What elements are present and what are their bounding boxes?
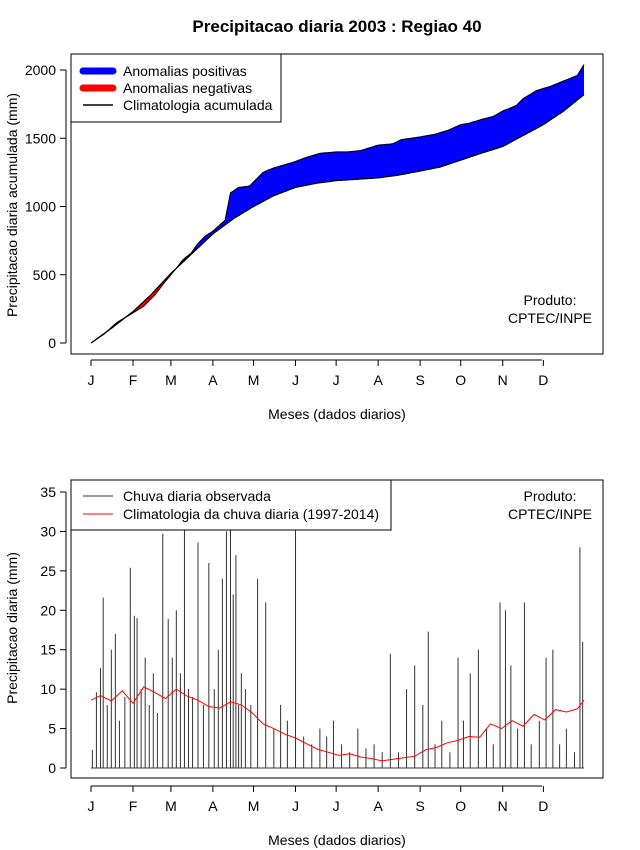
annotation-produto-top: Produto: bbox=[524, 292, 577, 308]
x-tick-label-top: J bbox=[333, 372, 340, 388]
x-tick-label-bottom: J bbox=[88, 798, 95, 814]
x-tick-label-top: S bbox=[415, 372, 424, 388]
x-tick-label-bottom: A bbox=[208, 798, 218, 814]
y-axis-top: 0 500 1000 1500 2000 bbox=[25, 62, 67, 351]
legend-box-bottom bbox=[70, 479, 392, 531]
x-tick-label-bottom: D bbox=[538, 798, 548, 814]
legend-label-positive: Anomalias positivas bbox=[123, 63, 247, 79]
y-tick-label-bottom: 20 bbox=[40, 602, 56, 618]
x-axis-label-bottom: Meses (dados diarios) bbox=[268, 832, 406, 848]
y-axis-label-top: Precipitacao diaria acumulada (mm) bbox=[4, 93, 20, 317]
x-axis-label-top: Meses (dados diarios) bbox=[268, 406, 406, 422]
y-tick-label-top: 1500 bbox=[25, 130, 56, 146]
x-tick-label-top: A bbox=[208, 372, 218, 388]
legend-label-negative: Anomalias negativas bbox=[123, 80, 252, 96]
x-tick-label-bottom: J bbox=[333, 798, 340, 814]
daily-bars bbox=[91, 527, 584, 769]
x-tick-label-top: N bbox=[498, 372, 508, 388]
plot-frame-top bbox=[70, 53, 604, 355]
y-tick-label-bottom: 35 bbox=[40, 484, 56, 500]
legend-label-daily-climatology: Climatologia da chuva diaria (1997-2014) bbox=[123, 506, 379, 522]
panel-accumulated: Precipitacao diaria 2003 : Regiao 40 0 50… bbox=[4, 17, 604, 422]
chart-title: Precipitacao diaria 2003 : Regiao 40 bbox=[192, 17, 481, 36]
climatology-accumulated-line bbox=[90, 94, 585, 344]
panel-daily: 0 5 10 15 20 25 30 35 J F M A M J J A S O N D Meses (dados… bbox=[4, 479, 604, 848]
y-axis-bottom: 0 5 10 15 20 25 30 35 bbox=[40, 484, 67, 776]
annotation-produto-bottom: Produto: bbox=[524, 488, 577, 504]
anomaly-areas bbox=[90, 64, 585, 344]
x-tick-label-top: F bbox=[129, 372, 138, 388]
annotation-cptec-bottom: CPTEC/INPE bbox=[508, 506, 592, 522]
x-tick-label-bottom: M bbox=[165, 798, 177, 814]
y-tick-label-top: 2000 bbox=[25, 62, 56, 78]
x-tick-label-bottom: A bbox=[373, 798, 383, 814]
annotation-cptec-top: CPTEC/INPE bbox=[508, 310, 592, 326]
y-tick-label-bottom: 5 bbox=[48, 721, 56, 737]
daily-climatology-line bbox=[90, 686, 585, 762]
x-tick-label-top: J bbox=[292, 372, 299, 388]
legend-label-observed: Chuva diaria observada bbox=[123, 488, 271, 504]
x-tick-label-top: M bbox=[248, 372, 260, 388]
y-axis-label-bottom: Precipitacao diaria (mm) bbox=[4, 552, 20, 704]
legend-top: Anomalias positivas Anomalias negativas … bbox=[70, 53, 282, 123]
y-tick-label-bottom: 15 bbox=[40, 642, 56, 658]
y-tick-label-bottom: 25 bbox=[40, 563, 56, 579]
x-tick-label-bottom: F bbox=[129, 798, 138, 814]
x-tick-label-bottom: O bbox=[455, 798, 466, 814]
x-tick-label-top: D bbox=[538, 372, 548, 388]
y-tick-label-top: 1000 bbox=[25, 199, 56, 215]
x-tick-label-bottom: S bbox=[415, 798, 424, 814]
x-tick-label-top: A bbox=[373, 372, 383, 388]
x-tick-label-top: O bbox=[455, 372, 466, 388]
legend-label-climatology: Climatologia acumulada bbox=[123, 97, 273, 113]
y-tick-label-bottom: 10 bbox=[40, 681, 56, 697]
x-tick-label-bottom: J bbox=[292, 798, 299, 814]
y-tick-label-top: 500 bbox=[33, 267, 57, 283]
y-tick-label-bottom: 0 bbox=[48, 760, 56, 776]
legend-bottom: Chuva diaria observada Climatologia da c… bbox=[70, 479, 392, 531]
x-tick-label-bottom: M bbox=[248, 798, 260, 814]
x-tick-label-top: J bbox=[88, 372, 95, 388]
y-tick-label-top: 0 bbox=[48, 335, 56, 351]
y-tick-label-bottom: 30 bbox=[40, 523, 56, 539]
positive-anomaly-area bbox=[91, 64, 584, 343]
x-tick-label-top: M bbox=[165, 372, 177, 388]
x-tick-label-bottom: N bbox=[498, 798, 508, 814]
